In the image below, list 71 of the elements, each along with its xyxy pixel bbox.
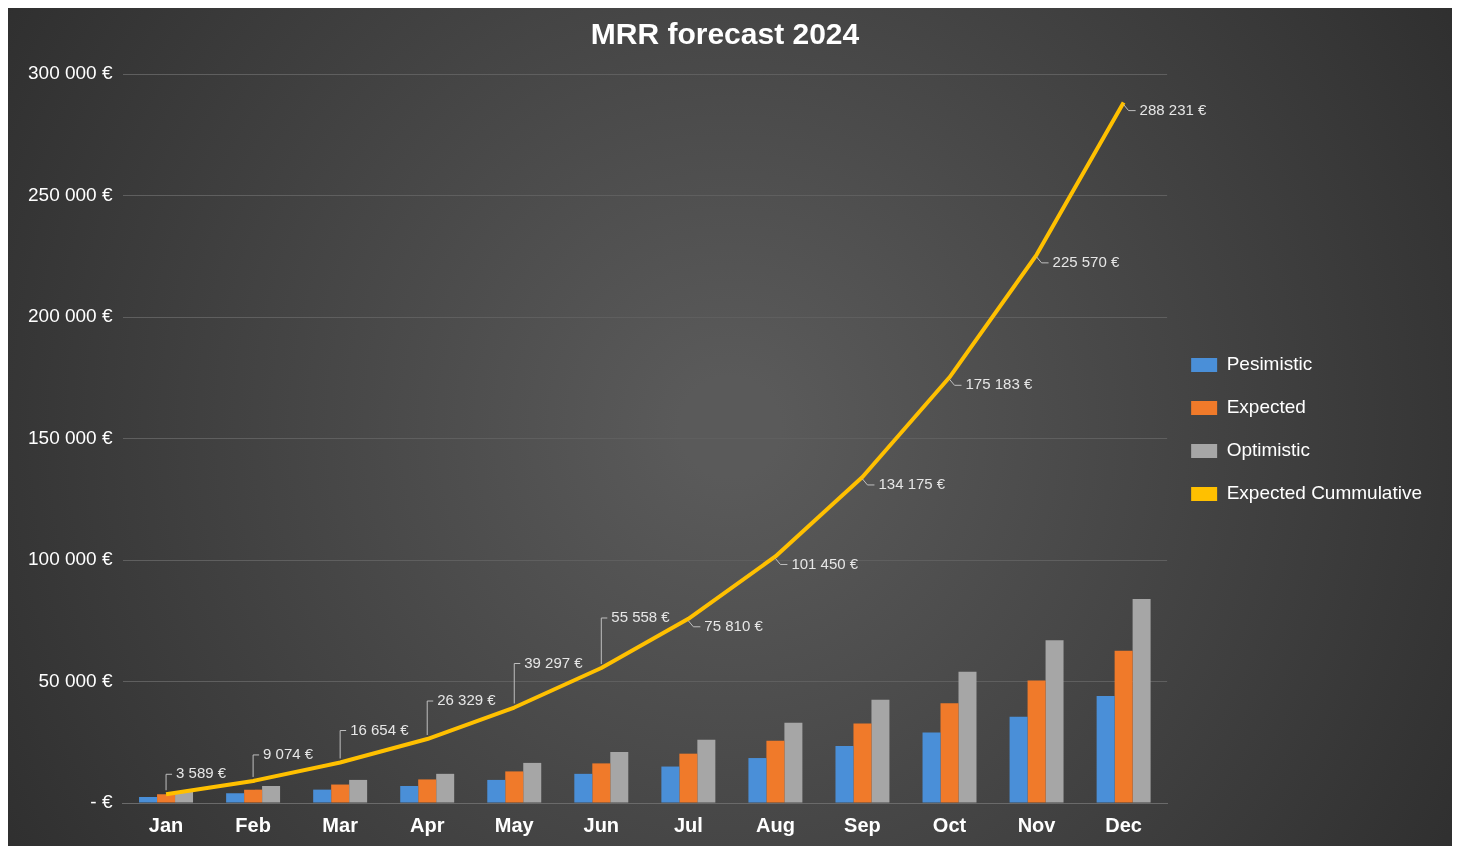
x-tick-label: Oct [932,813,967,836]
x-tick-label: Jan [148,813,184,836]
data-label: 39 297 € [524,653,584,671]
bar [487,779,506,803]
bar [766,740,785,803]
bar [922,732,941,803]
legend-label: Optimistic [1226,439,1311,461]
data-label: 101 450 € [791,554,859,572]
bar [592,763,611,803]
bar [331,784,350,803]
bar [1045,640,1064,803]
data-label: 3 589 € [176,764,227,782]
bar [436,773,455,803]
bar [1096,696,1115,803]
x-tick-label: Aug [755,813,795,836]
data-label: 288 231 € [1139,100,1207,118]
bar [871,699,890,803]
bar [784,722,803,803]
bar [313,789,332,803]
x-tick-label: Jun [583,813,620,836]
bar [1132,598,1151,803]
y-tick-label: 100 000 € [27,548,113,570]
data-label: 16 654 € [350,720,410,738]
bar [679,753,698,803]
bar [139,796,158,803]
bar [835,745,854,803]
x-tick-label: May [494,813,535,836]
bar [523,762,542,803]
bar [661,766,680,803]
y-tick-label: 200 000 € [27,305,113,327]
y-tick-label: 150 000 € [27,426,113,448]
chart-title: MRR forecast 2024 [590,17,860,51]
bar [418,779,437,803]
data-label: 134 175 € [878,475,946,493]
bar [157,794,176,803]
bar [748,758,767,803]
x-tick-label: Apr [409,813,445,836]
y-tick-label: 50 000 € [38,669,113,691]
data-label: 175 183 € [965,375,1033,393]
bar [574,773,593,803]
data-label: 55 558 € [611,608,671,626]
bar [940,703,959,803]
y-tick-label: 300 000 € [27,62,113,84]
x-tick-label: Jul [673,813,703,836]
data-label: 225 570 € [1052,253,1120,271]
bar [226,793,245,803]
data-label: 26 329 € [437,691,497,709]
x-tick-label: Feb [235,813,271,836]
bar [262,785,281,803]
bar [697,739,716,803]
y-tick-label: - € [90,791,113,813]
bar [1009,716,1028,803]
legend-label: Expected Cummulative [1226,482,1423,504]
bar [244,789,263,803]
bar [1027,680,1046,803]
legend-label: Expected [1226,396,1306,418]
x-tick-label: Dec [1105,813,1142,836]
x-tick-label: Sep [844,813,881,836]
y-tick-label: 250 000 € [27,183,113,205]
bar [400,785,419,803]
x-tick-label: Nov [1017,813,1057,836]
bar [349,779,368,803]
data-label: 75 810 € [704,616,764,634]
bar [610,751,629,803]
bar [1114,650,1133,803]
legend-label: Pesimistic [1226,353,1313,375]
bar [505,771,524,803]
bar [853,723,872,803]
bar [958,671,977,803]
x-tick-label: Mar [322,813,359,836]
data-label: 9 074 € [263,745,314,763]
